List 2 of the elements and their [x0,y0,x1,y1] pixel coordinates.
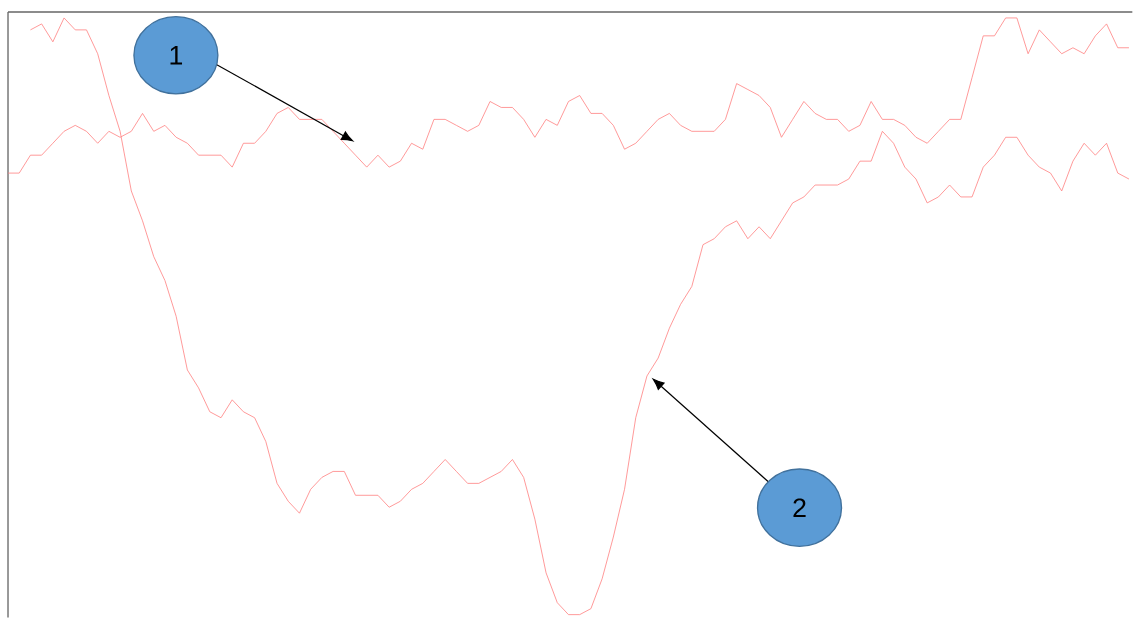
annotation: 1 [170,45,183,65]
annotation: 2 [793,498,806,517]
